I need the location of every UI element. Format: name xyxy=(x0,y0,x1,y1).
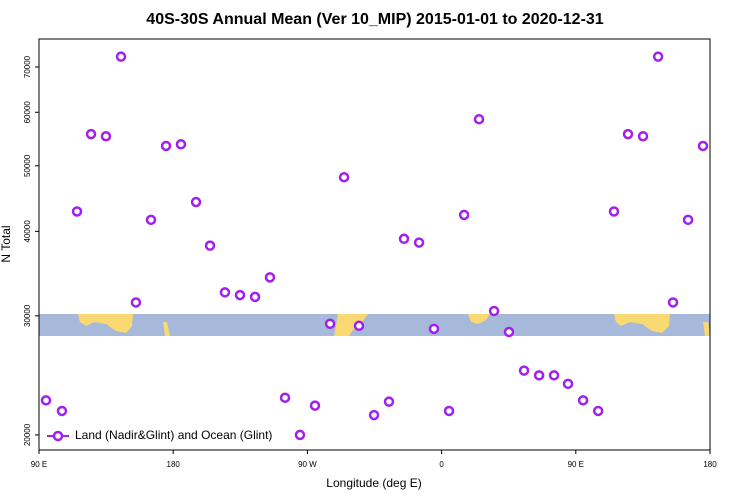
x-tick-label: 90 E xyxy=(31,460,47,469)
y-tick-label: 60000 xyxy=(23,101,32,124)
point xyxy=(204,240,216,251)
point xyxy=(428,323,440,335)
point xyxy=(324,318,336,330)
point xyxy=(697,140,709,152)
point xyxy=(667,297,679,308)
point xyxy=(622,128,634,140)
point xyxy=(160,140,172,152)
y-tick-label: 30000 xyxy=(23,304,32,327)
point xyxy=(562,378,574,390)
chart-title: 40S-30S Annual Mean (Ver 10_MIP) 2015-01… xyxy=(146,11,604,28)
point xyxy=(115,51,127,62)
point xyxy=(577,395,589,406)
point xyxy=(40,395,52,406)
point xyxy=(608,206,620,217)
legend-marker xyxy=(52,430,64,442)
y-tick-label: 50000 xyxy=(23,154,32,177)
point xyxy=(443,405,455,417)
point xyxy=(503,326,515,338)
point xyxy=(518,365,530,376)
y-tick-label: 20000 xyxy=(23,423,32,446)
point xyxy=(294,429,306,441)
x-axis-label: Longitude (deg E) xyxy=(326,476,421,490)
legend-label: Land (Nadir&Glint) and Ocean (Glint) xyxy=(75,428,272,442)
x-tick-label: 90 W xyxy=(298,460,317,469)
point xyxy=(190,196,202,208)
plot-frame xyxy=(38,38,711,451)
point xyxy=(56,405,68,417)
point xyxy=(130,297,142,308)
point xyxy=(682,214,694,226)
x-tick-label: 0 xyxy=(439,460,444,469)
map-strip xyxy=(39,314,710,336)
point xyxy=(175,139,187,150)
point xyxy=(279,392,291,403)
point xyxy=(71,206,83,217)
point xyxy=(85,128,97,140)
point xyxy=(458,209,470,221)
point xyxy=(398,233,410,245)
point xyxy=(234,289,246,301)
point xyxy=(592,405,604,417)
y-tick-label: 40000 xyxy=(23,220,32,243)
x-tick-label: 180 xyxy=(167,460,181,469)
point xyxy=(309,400,321,411)
x-tick-label: 90 E xyxy=(568,460,584,469)
point xyxy=(100,130,112,142)
x-tick-label: 180 xyxy=(703,460,717,469)
point xyxy=(533,370,545,381)
point xyxy=(473,113,485,125)
y-tick-label: 70000 xyxy=(23,55,32,78)
point xyxy=(488,305,500,317)
point xyxy=(637,130,649,142)
point xyxy=(548,370,560,381)
point xyxy=(264,272,276,283)
point xyxy=(338,171,350,183)
point xyxy=(353,320,365,332)
point xyxy=(652,51,664,62)
y-axis-label: N Total xyxy=(0,225,13,262)
point xyxy=(368,409,380,421)
point xyxy=(249,291,261,303)
point xyxy=(413,237,425,248)
point xyxy=(219,287,231,298)
point xyxy=(145,214,157,226)
point xyxy=(383,396,395,407)
